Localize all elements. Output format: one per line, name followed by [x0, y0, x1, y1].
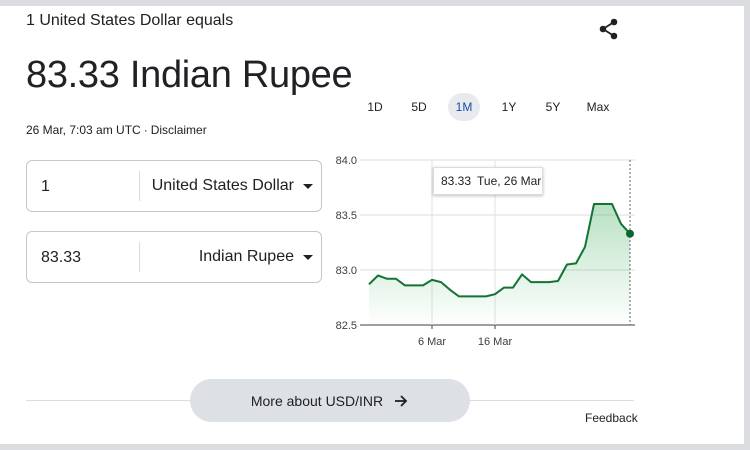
range-tab-max[interactable]: Max — [586, 100, 610, 114]
converted-rate-headline: 83.33 Indian Rupee — [26, 54, 353, 96]
timestamp-separator: · — [143, 123, 148, 137]
rate-timestamp: 26 Mar, 7:03 am UTC · Disclaimer — [26, 123, 207, 137]
base-currency-line: 1 United States Dollar equals — [26, 12, 234, 29]
from-currency-row: United States Dollar — [26, 160, 322, 212]
more-about-label: More about USD/INR — [250, 392, 384, 409]
from-amount-input[interactable] — [39, 173, 133, 201]
chart-tooltip: 83.33 Tue, 26 Mar — [433, 167, 543, 195]
y-tick-label: 82.5 — [336, 320, 357, 332]
to-currency-select[interactable]: Indian Rupee — [199, 244, 313, 270]
window-right-edge — [744, 0, 750, 450]
to-currency-label: Indian Rupee — [198, 248, 294, 265]
to-amount-input[interactable] — [39, 244, 133, 272]
area-fill — [369, 204, 630, 325]
range-tab-1y[interactable]: 1Y — [501, 100, 517, 114]
to-currency-row: Indian Rupee — [26, 231, 322, 283]
range-tab-1d[interactable]: 1D — [367, 100, 383, 114]
range-tab-1m[interactable]: 1M — [448, 93, 480, 121]
footer-divider-right — [464, 400, 634, 401]
disclaimer-link[interactable]: Disclaimer — [150, 123, 207, 137]
feedback-link[interactable]: Feedback — [585, 411, 638, 425]
footer-divider-left — [26, 400, 196, 401]
range-tab-5d[interactable]: 5D — [411, 100, 427, 114]
dropdown-caret-icon — [303, 183, 313, 189]
x-tick-label: 6 Mar — [418, 336, 446, 348]
dropdown-caret-icon — [303, 254, 313, 260]
share-button[interactable] — [596, 16, 622, 42]
from-currency-select[interactable]: United States Dollar — [152, 173, 313, 199]
window-bottom-edge — [0, 444, 750, 450]
more-about-button[interactable]: More about USD/INR — [190, 379, 470, 422]
from-divider — [139, 171, 140, 201]
arrow-right-icon — [393, 393, 409, 409]
series-line — [368, 203, 631, 298]
tooltip-value: 83.33 — [441, 174, 472, 188]
y-tick-label: 84.0 — [336, 155, 357, 167]
hover-point — [626, 229, 634, 238]
window-top-edge — [0, 0, 750, 6]
timestamp-text: 26 Mar, 7:03 am UTC — [26, 123, 141, 137]
y-tick-label: 83.5 — [336, 210, 357, 222]
from-currency-label: United States Dollar — [151, 177, 294, 194]
y-tick-label: 83.0 — [336, 265, 357, 277]
share-icon — [599, 18, 618, 40]
tooltip-date: Tue, 26 Mar — [477, 174, 542, 188]
x-tick-label: 16 Mar — [478, 336, 513, 348]
to-divider — [139, 242, 140, 272]
range-tab-5y[interactable]: 5Y — [545, 100, 561, 114]
